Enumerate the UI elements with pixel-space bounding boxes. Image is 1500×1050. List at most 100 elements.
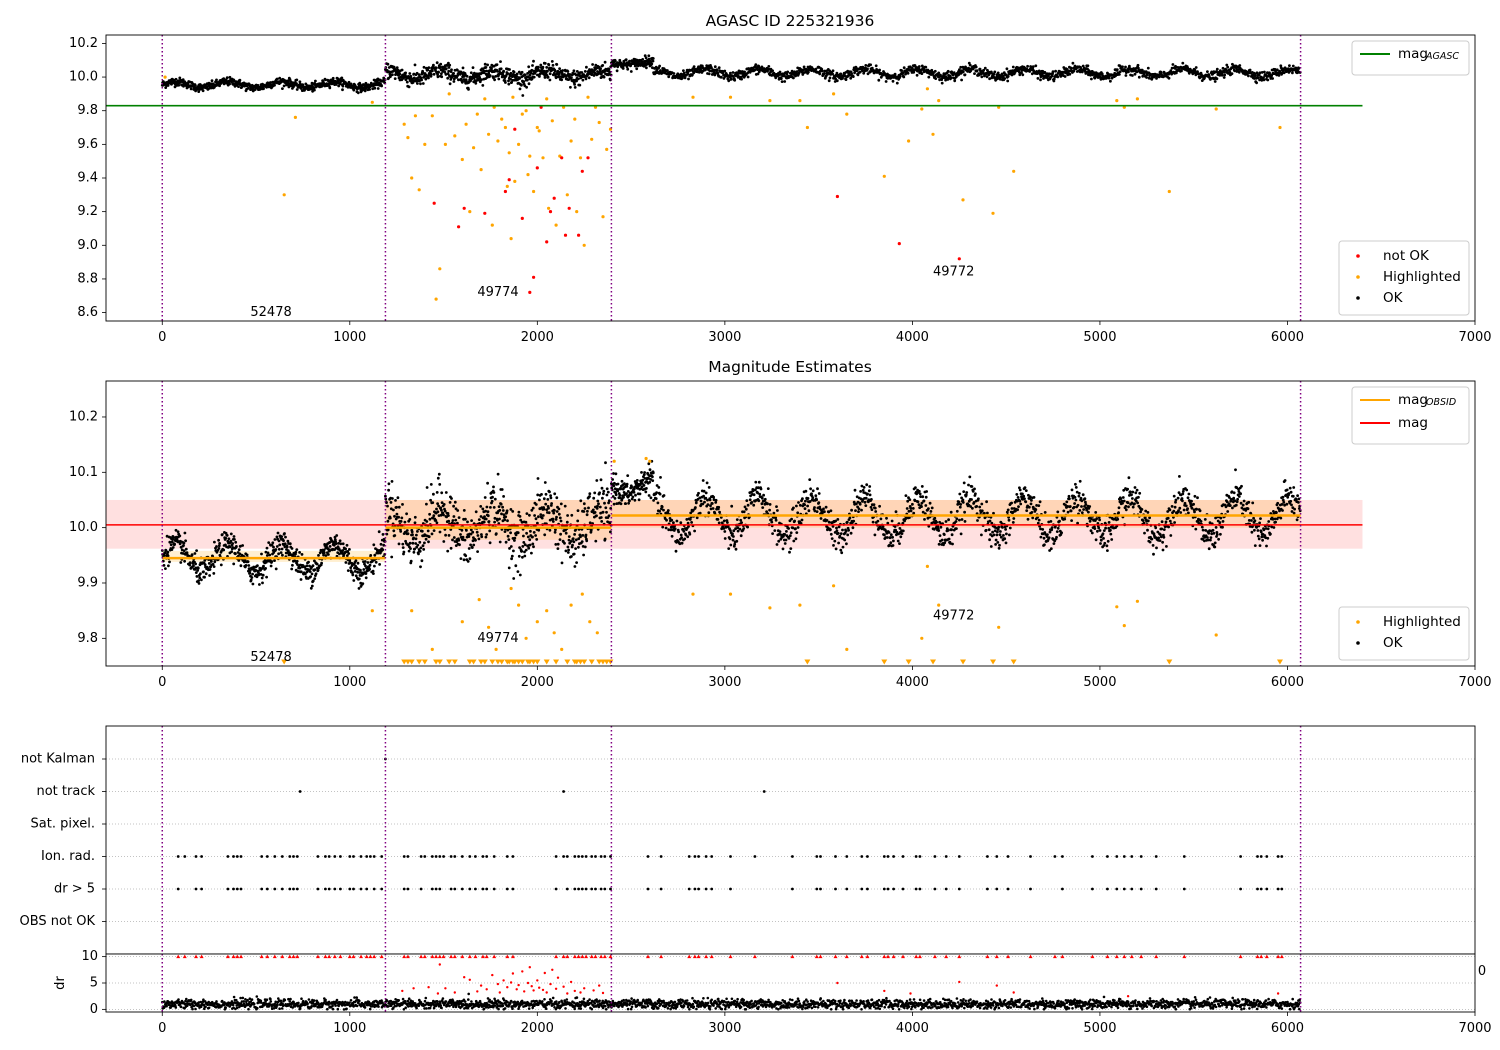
ok-point xyxy=(706,503,710,506)
ok-point xyxy=(195,575,199,578)
ok-point xyxy=(643,471,646,474)
ok-point xyxy=(866,67,869,71)
ok-point xyxy=(258,87,262,91)
ok-point xyxy=(406,532,410,536)
ok-point xyxy=(447,519,451,523)
ok-point xyxy=(526,75,530,79)
ok-point xyxy=(309,575,312,578)
ok-point xyxy=(474,538,477,542)
ok-point xyxy=(1180,69,1183,73)
ok-point xyxy=(528,538,532,542)
ok-point xyxy=(262,564,265,568)
ok-point xyxy=(434,519,438,522)
ok-point xyxy=(774,76,778,80)
ok-point xyxy=(608,70,612,74)
ok-point xyxy=(603,501,606,505)
ok-point xyxy=(1002,74,1005,78)
ok-point xyxy=(461,535,465,539)
ok-point xyxy=(532,75,536,79)
ok-point xyxy=(825,519,829,522)
ok-point xyxy=(468,557,472,561)
ok-point xyxy=(204,572,208,576)
ok-point xyxy=(1248,68,1252,72)
ok-point xyxy=(521,555,524,559)
ok-point xyxy=(934,77,938,80)
ok-point xyxy=(477,518,481,521)
ok-point xyxy=(836,531,840,535)
ok-point xyxy=(518,573,522,577)
ok-point xyxy=(476,534,480,537)
ok-point xyxy=(835,79,839,83)
ok-point xyxy=(804,489,808,493)
ok-point xyxy=(711,507,715,510)
ok-point xyxy=(467,535,471,538)
ok-point xyxy=(1118,73,1121,76)
ok-point xyxy=(912,70,916,74)
ok-point xyxy=(1167,76,1171,80)
y-tick-label: 9.6 xyxy=(77,137,98,152)
highlighted-point xyxy=(487,132,491,136)
ok-point xyxy=(282,539,285,543)
ok-point xyxy=(801,497,804,501)
ok-point xyxy=(523,543,527,547)
ok-point xyxy=(408,541,412,545)
ok-point xyxy=(742,510,746,514)
ok-point xyxy=(174,77,178,81)
ok-point xyxy=(728,537,732,541)
highlighted-point xyxy=(464,122,468,126)
ok-point xyxy=(425,486,429,489)
ok-point xyxy=(609,530,612,534)
ok-point xyxy=(705,481,709,485)
ok-point xyxy=(438,530,442,534)
ok-point xyxy=(694,501,698,505)
ok-point xyxy=(412,550,416,554)
ok-point xyxy=(210,79,214,83)
ok-point xyxy=(277,552,280,556)
ok-point xyxy=(1277,74,1281,77)
ok-point xyxy=(756,68,759,71)
ok-point xyxy=(413,63,417,67)
ok-point xyxy=(796,511,800,515)
ok-point xyxy=(584,533,588,537)
ok-point xyxy=(372,543,376,547)
ok-point xyxy=(278,543,282,547)
ok-point xyxy=(878,68,881,72)
ok-point xyxy=(572,552,576,556)
ok-point xyxy=(644,56,648,60)
ok-point xyxy=(338,539,342,543)
ok-point xyxy=(621,67,625,70)
ok-point xyxy=(182,544,185,547)
ok-point xyxy=(645,66,648,70)
ok-point xyxy=(806,504,809,508)
ok-point xyxy=(502,495,505,498)
ok-point xyxy=(570,555,573,558)
ok-point xyxy=(612,502,616,506)
ok-point xyxy=(659,476,662,479)
ok-point xyxy=(556,542,560,546)
x-tick-label: 7000 xyxy=(1458,330,1491,345)
highlighted-point xyxy=(413,114,417,118)
ok-point xyxy=(484,66,488,69)
ok-point xyxy=(520,70,524,74)
ok-point xyxy=(443,509,447,513)
ok-point xyxy=(1018,70,1021,74)
ok-point xyxy=(1071,61,1075,65)
ok-point xyxy=(452,515,456,518)
ok-point xyxy=(674,549,678,553)
ok-point xyxy=(504,515,508,519)
ok-point xyxy=(245,553,249,557)
ok-point xyxy=(526,72,529,75)
not-ok-point xyxy=(563,233,568,237)
ok-point xyxy=(522,534,525,538)
ok-point xyxy=(836,518,840,521)
ok-point xyxy=(602,489,606,493)
ok-point xyxy=(445,64,449,67)
ok-point xyxy=(723,530,727,533)
ok-point xyxy=(436,73,439,76)
ok-point xyxy=(397,515,400,519)
ok-point xyxy=(545,66,549,69)
ok-point xyxy=(571,537,575,540)
ok-point xyxy=(635,479,639,482)
ok-point xyxy=(733,78,737,82)
